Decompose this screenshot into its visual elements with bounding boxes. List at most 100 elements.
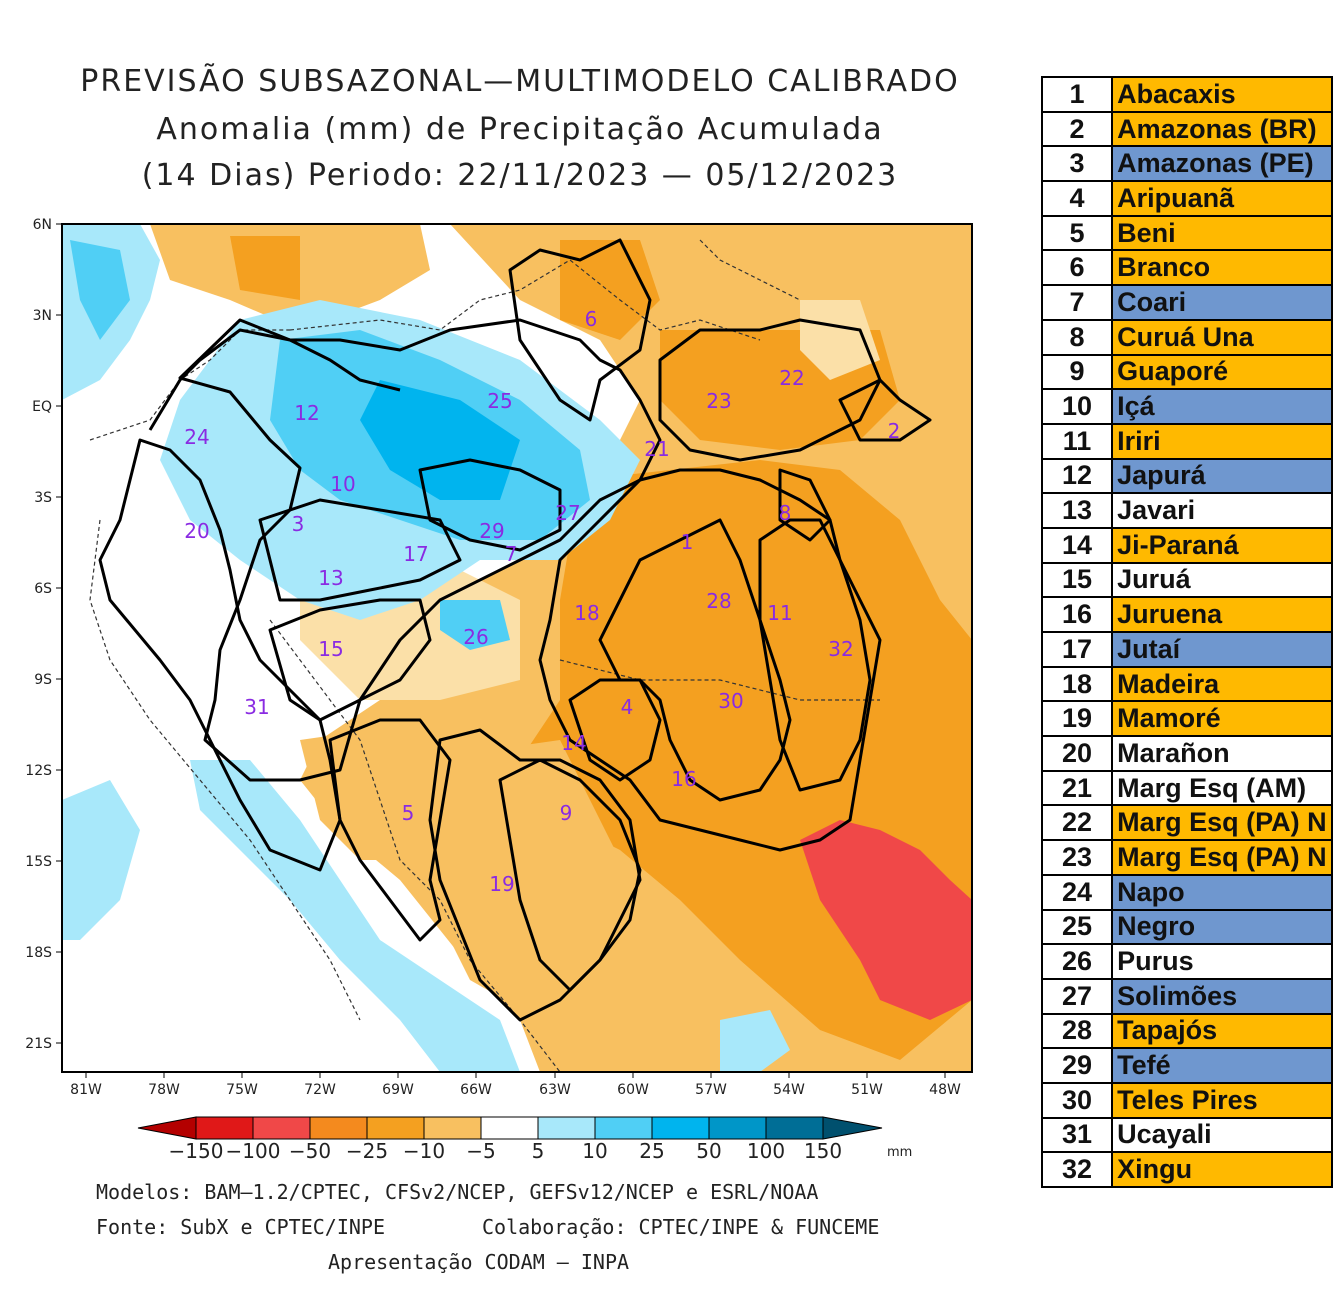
lon-label: 48W xyxy=(929,1082,961,1098)
basin-legend-row: 6 Branco xyxy=(1040,249,1333,287)
map-title-line2: Anomalia (mm) de Precipitação Acumulada xyxy=(156,112,884,147)
basin-number: 2 xyxy=(1040,110,1114,148)
basin-legend-row: 17 Jutaí xyxy=(1040,631,1333,668)
lon-label: 66W xyxy=(460,1082,492,1098)
colorbar-label: 10 xyxy=(582,1139,607,1163)
lon-label: 57W xyxy=(695,1082,727,1098)
basin-label-6: 6 xyxy=(585,307,598,331)
basin-label-8: 8 xyxy=(779,501,792,525)
basin-name: Tapajós xyxy=(1111,1012,1333,1050)
basin-legend-row: 28 Tapajós xyxy=(1040,1012,1333,1050)
basin-number: 19 xyxy=(1040,700,1114,738)
basin-number: 11 xyxy=(1040,422,1114,460)
basin-number: 31 xyxy=(1040,1116,1114,1154)
basin-name: Jutaí xyxy=(1111,631,1333,668)
map-title-line3: (14 Dias) Periodo: 22/11/2023 — 05/12/20… xyxy=(141,158,899,193)
basin-label-7: 7 xyxy=(505,542,518,566)
footer-presentation: Apresentação CODAM — INPA xyxy=(328,1250,630,1274)
basin-label-1: 1 xyxy=(681,530,694,554)
basin-label-23: 23 xyxy=(706,389,731,413)
basin-name: Ucayali xyxy=(1111,1116,1333,1154)
basin-legend-row: 16 Juruena xyxy=(1040,596,1333,633)
basin-name: Juruá xyxy=(1111,561,1333,599)
basin-number: 26 xyxy=(1040,943,1114,980)
basin-name: Marg Esq (AM) xyxy=(1111,769,1333,807)
basin-number: 14 xyxy=(1040,526,1114,564)
basin-name: Beni xyxy=(1111,214,1333,252)
colorbar-label: 5 xyxy=(532,1139,545,1163)
basin-label-22: 22 xyxy=(779,366,804,390)
lon-label: 54W xyxy=(773,1082,805,1098)
basin-name: Teles Pires xyxy=(1111,1081,1333,1119)
colorbar-cell xyxy=(366,1116,425,1140)
basin-number: 17 xyxy=(1040,631,1114,668)
colorbar-cell xyxy=(537,1116,596,1140)
colorbar-label: −50 xyxy=(289,1139,331,1163)
colorbar-label: 150 xyxy=(804,1139,842,1163)
anomaly-map: 6N 3N EQ 3S 6S 9S 12S 15S 18S 21S 81W 78… xyxy=(25,217,973,1163)
basin-name: Iriri xyxy=(1111,422,1333,460)
basin-label-25: 25 xyxy=(487,389,512,413)
basin-legend-row: 23 Marg Esq (PA) N xyxy=(1040,839,1333,876)
basin-number: 32 xyxy=(1040,1151,1114,1188)
basin-label-14: 14 xyxy=(561,731,586,755)
basin-label-3: 3 xyxy=(292,512,305,536)
basin-legend-row: 5 Beni xyxy=(1040,214,1333,252)
basin-number: 21 xyxy=(1040,769,1114,807)
basin-label-31: 31 xyxy=(244,695,269,719)
positive-anomaly-fields xyxy=(62,224,790,1072)
basin-legend-row: 22 Marg Esq (PA) N xyxy=(1040,804,1333,842)
latitude-axis: 6N 3N EQ 3S 6S 9S 12S 15S 18S 21S xyxy=(25,217,62,1052)
lon-label: 63W xyxy=(539,1082,571,1098)
basin-legend-row: 15 Juruá xyxy=(1040,561,1333,599)
basin-number: 27 xyxy=(1040,977,1114,1015)
basin-label-16: 16 xyxy=(671,767,696,791)
colorbar-unit: mm xyxy=(887,1145,912,1160)
basin-label-11: 11 xyxy=(767,601,792,625)
basin-name: Aripuanã xyxy=(1111,180,1333,217)
basin-label-13: 13 xyxy=(318,566,343,590)
lon-label: 69W xyxy=(382,1082,414,1098)
basin-number: 6 xyxy=(1040,249,1114,287)
basin-label-19: 19 xyxy=(489,872,514,896)
basin-number-labels: 1 2 3 4 5 6 7 8 9 10 11 12 13 14 15 16 1… xyxy=(184,307,900,896)
colorbar-cell xyxy=(195,1116,254,1140)
colorbar-label: −150 xyxy=(169,1139,224,1163)
basin-label-21: 21 xyxy=(644,437,669,461)
basin-name: Negro xyxy=(1111,908,1333,946)
basin-name: Juruena xyxy=(1111,596,1333,633)
colorbar-label: −25 xyxy=(346,1139,388,1163)
basin-label-12: 12 xyxy=(294,401,319,425)
lon-label: 51W xyxy=(851,1082,883,1098)
basin-label-4: 4 xyxy=(621,695,634,719)
basin-legend-row: 18 Madeira xyxy=(1040,665,1333,703)
basin-name: Mamoré xyxy=(1111,700,1333,738)
basin-legend-row: 27 Solimões xyxy=(1040,977,1333,1015)
basin-number: 22 xyxy=(1040,804,1114,842)
lon-label: 60W xyxy=(617,1082,649,1098)
basin-number: 15 xyxy=(1040,561,1114,599)
basin-legend-row: 4 Aripuanã xyxy=(1040,180,1333,217)
basin-legend-row: 20 Marañon xyxy=(1040,735,1333,772)
basin-legend-row: 8 Curuá Una xyxy=(1040,318,1333,356)
lat-label: 21S xyxy=(25,1036,52,1052)
basin-label-29: 29 xyxy=(479,519,504,543)
basin-name: Ji-Paraná xyxy=(1111,526,1333,564)
basin-legend-table: 1 Abacaxis 2 Amazonas (BR) 3 Amazonas (PE) 4 Ar… xyxy=(1040,76,1333,1188)
colorbar-label: 50 xyxy=(696,1139,721,1163)
colorbar-label: 25 xyxy=(639,1139,664,1163)
colorbar-high-cap xyxy=(822,1116,883,1140)
basin-number: 1 xyxy=(1040,76,1114,113)
basin-label-15: 15 xyxy=(318,637,343,661)
colorbar-cell xyxy=(252,1116,311,1140)
basin-legend-row: 30 Teles Pires xyxy=(1040,1081,1333,1119)
lat-label: 12S xyxy=(25,763,52,779)
basin-number: 4 xyxy=(1040,180,1114,217)
lat-label: 18S xyxy=(25,945,52,961)
basin-name: Marg Esq (PA) N xyxy=(1111,839,1333,876)
lon-label: 78W xyxy=(148,1082,180,1098)
basin-legend-row: 19 Mamoré xyxy=(1040,700,1333,738)
basin-name: Abacaxis xyxy=(1111,76,1333,113)
strong-negative-anomaly xyxy=(800,820,972,1020)
lon-label: 72W xyxy=(304,1082,336,1098)
